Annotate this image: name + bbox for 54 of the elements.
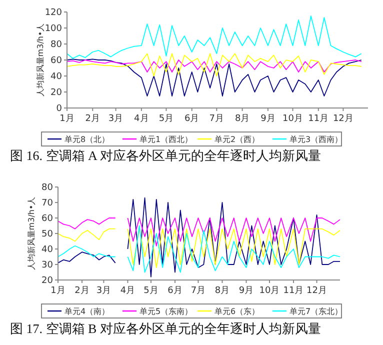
x-tick-label: 4月 xyxy=(120,286,136,296)
x-tick-label: 11月 xyxy=(283,286,304,296)
y-tick-label: 80 xyxy=(50,40,62,50)
legend-label: 单元7（东北） xyxy=(290,306,343,316)
y-tick-label: 0 xyxy=(56,104,62,114)
line-series xyxy=(66,58,362,96)
text: 图 16. 空调箱 A 对应各外区单元的全年逐时人均新风量 xyxy=(10,148,321,163)
y-tick-label: 20 xyxy=(50,88,62,98)
y-tick-label: 50 xyxy=(42,230,54,240)
line-series xyxy=(66,53,362,76)
x-tick-label: 9月 xyxy=(260,114,276,124)
x-tick-label: 8月 xyxy=(234,114,250,124)
y-tick-label: 120 xyxy=(44,8,62,18)
y-axis-title: 人均新风量m3/h•人 xyxy=(27,196,36,270)
line-series xyxy=(66,60,362,72)
x-tick-label: 9月 xyxy=(238,286,254,296)
y-tick-label: 40 xyxy=(50,72,62,82)
x-tick-label: 1月 xyxy=(50,286,66,296)
x-tick-label: 7月 xyxy=(209,114,224,124)
x-tick-label: 12月 xyxy=(306,286,327,296)
x-tick-label: 3月 xyxy=(96,286,112,296)
y-tick-label: 60 xyxy=(50,56,62,66)
x-tick-label: 2月 xyxy=(85,114,100,124)
x-tick-label: 10月 xyxy=(282,114,303,124)
x-tick-label: 5月 xyxy=(144,286,158,296)
legend-label: 单元6（东） xyxy=(214,306,260,316)
x-tick-label: 7月 xyxy=(190,286,206,296)
x-tick-label: 3月 xyxy=(108,114,124,124)
legend-label: 单元1（西北） xyxy=(140,134,193,144)
y-tick-label: 60 xyxy=(42,214,54,224)
x-tick-label: 10月 xyxy=(259,286,280,296)
y-tick-label: 40 xyxy=(42,245,54,256)
x-tick-label: 4月 xyxy=(134,114,149,124)
x-tick-label: 1月 xyxy=(60,114,74,124)
x-tick-label: 5月 xyxy=(158,114,174,124)
y-axis-title: 人均新风量m3/h•人 xyxy=(36,23,45,97)
x-tick-label: 2月 xyxy=(74,286,90,296)
legend-label: 单元2（西） xyxy=(214,134,260,144)
x-tick-label: 6月 xyxy=(184,114,200,124)
legend-label: 单元8（北） xyxy=(64,134,110,144)
y-tick-label: 30 xyxy=(42,260,54,271)
y-tick-label: 20 xyxy=(42,276,54,286)
x-tick-label: 12月 xyxy=(332,114,354,124)
x-tick-label: 8月 xyxy=(214,286,230,296)
legend-label: 单元3（西南） xyxy=(290,134,343,144)
x-tick-label: 6月 xyxy=(168,286,182,296)
legend-label: 单元5（东南） xyxy=(140,306,193,316)
x-tick-label: 11月 xyxy=(308,114,329,124)
y-tick-label: 70 xyxy=(42,198,54,209)
text: 图 17. 空调箱 B 对应各外区单元的全年逐时人均新风量 xyxy=(10,321,321,336)
line-series xyxy=(66,16,362,59)
legend-label: 单元4（南） xyxy=(64,306,110,316)
y-tick-label: 100 xyxy=(44,24,62,34)
y-tick-label: 80 xyxy=(42,183,54,194)
